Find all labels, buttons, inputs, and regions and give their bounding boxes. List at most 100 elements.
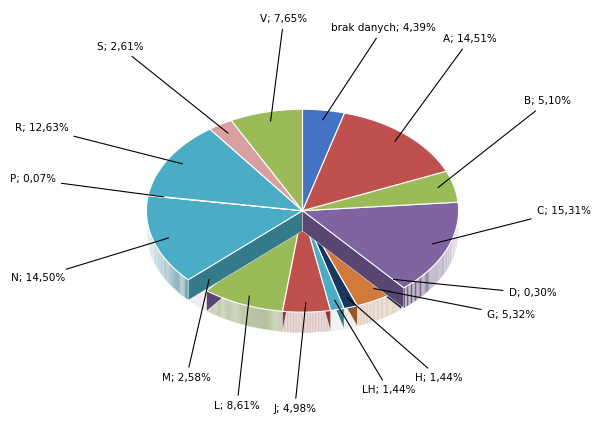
Polygon shape (316, 312, 317, 332)
Polygon shape (285, 312, 286, 332)
Polygon shape (302, 211, 404, 308)
Polygon shape (217, 295, 218, 316)
Polygon shape (292, 312, 293, 332)
Polygon shape (301, 312, 302, 333)
Polygon shape (417, 278, 419, 300)
Polygon shape (302, 211, 402, 309)
Polygon shape (146, 196, 302, 280)
Polygon shape (237, 303, 238, 323)
Polygon shape (262, 309, 263, 329)
Polygon shape (265, 309, 266, 329)
Polygon shape (308, 312, 309, 333)
Polygon shape (224, 298, 225, 319)
Polygon shape (162, 255, 163, 277)
Polygon shape (230, 300, 231, 321)
Text: V; 7,65%: V; 7,65% (260, 14, 307, 121)
Polygon shape (314, 312, 315, 332)
Polygon shape (302, 202, 459, 288)
Polygon shape (229, 300, 230, 321)
Text: S; 2,61%: S; 2,61% (97, 42, 228, 133)
Polygon shape (164, 257, 165, 278)
Polygon shape (302, 211, 344, 311)
Polygon shape (250, 306, 251, 327)
Text: P; 0,07%: P; 0,07% (10, 174, 164, 197)
Polygon shape (168, 262, 169, 284)
Polygon shape (302, 312, 303, 333)
Polygon shape (220, 297, 221, 318)
Polygon shape (239, 303, 240, 324)
Polygon shape (252, 307, 253, 327)
Polygon shape (177, 271, 178, 292)
Polygon shape (209, 292, 210, 313)
Polygon shape (160, 252, 161, 274)
Polygon shape (283, 211, 302, 332)
Polygon shape (269, 310, 270, 330)
Polygon shape (183, 276, 185, 298)
Polygon shape (281, 311, 283, 332)
Polygon shape (283, 211, 302, 332)
Polygon shape (319, 312, 320, 332)
Polygon shape (444, 252, 445, 274)
Polygon shape (294, 312, 295, 332)
Polygon shape (430, 268, 431, 289)
Polygon shape (245, 305, 246, 326)
Polygon shape (424, 274, 425, 295)
Polygon shape (302, 113, 446, 211)
Text: C; 15,31%: C; 15,31% (432, 206, 590, 244)
Polygon shape (148, 129, 302, 211)
Polygon shape (241, 304, 242, 325)
Polygon shape (225, 299, 226, 319)
Polygon shape (264, 309, 265, 329)
Polygon shape (302, 211, 404, 308)
Polygon shape (188, 211, 302, 300)
Polygon shape (210, 121, 302, 211)
Polygon shape (404, 287, 405, 308)
Text: M; 2,58%: M; 2,58% (162, 279, 211, 383)
Text: B; 5,10%: B; 5,10% (438, 97, 571, 187)
Text: N; 14,50%: N; 14,50% (11, 238, 169, 283)
Polygon shape (244, 305, 245, 325)
Text: A; 14,51%: A; 14,51% (395, 34, 497, 142)
Polygon shape (287, 312, 288, 332)
Polygon shape (187, 279, 188, 300)
Polygon shape (302, 109, 344, 211)
Polygon shape (211, 293, 212, 313)
Text: H; 1,44%: H; 1,44% (347, 298, 463, 383)
Polygon shape (243, 305, 244, 325)
Polygon shape (433, 265, 434, 286)
Polygon shape (284, 312, 285, 332)
Polygon shape (180, 274, 182, 295)
Polygon shape (419, 277, 420, 299)
Polygon shape (167, 261, 168, 283)
Polygon shape (439, 259, 440, 280)
Text: G; 5,32%: G; 5,32% (374, 288, 535, 320)
Polygon shape (275, 311, 276, 331)
Polygon shape (259, 308, 260, 329)
Polygon shape (450, 243, 451, 264)
Polygon shape (437, 261, 438, 282)
Polygon shape (267, 309, 268, 330)
Polygon shape (166, 260, 167, 281)
Polygon shape (295, 312, 296, 333)
Polygon shape (302, 211, 402, 306)
Polygon shape (182, 275, 183, 297)
Polygon shape (431, 267, 433, 288)
Polygon shape (261, 309, 262, 329)
Polygon shape (422, 275, 423, 296)
Polygon shape (302, 211, 402, 309)
Polygon shape (315, 312, 316, 332)
Polygon shape (415, 280, 416, 302)
Polygon shape (216, 295, 217, 316)
Polygon shape (251, 306, 252, 327)
Polygon shape (405, 286, 407, 307)
Polygon shape (302, 211, 358, 326)
Text: J; 4,98%: J; 4,98% (273, 303, 316, 414)
Polygon shape (260, 308, 261, 329)
Polygon shape (426, 272, 427, 293)
Polygon shape (447, 248, 448, 269)
Polygon shape (171, 265, 172, 287)
Polygon shape (302, 211, 344, 329)
Polygon shape (173, 267, 174, 288)
Polygon shape (215, 295, 216, 316)
Polygon shape (227, 300, 229, 320)
